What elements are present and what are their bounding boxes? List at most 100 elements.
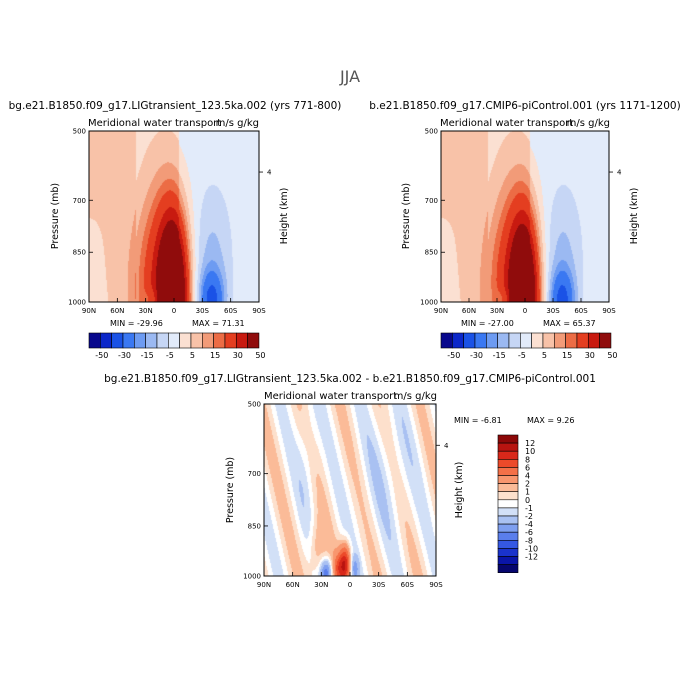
- panel-2-variable: Meridional water transport: [440, 118, 573, 129]
- colorbar-swatch: [179, 332, 192, 349]
- colorbar-swatch: [213, 332, 226, 349]
- panel-1-variable: Meridional water transport: [88, 118, 221, 129]
- panel-1-min: MIN = -29.96: [110, 319, 163, 328]
- contour-field: [89, 131, 259, 302]
- colorbar-label: 5: [542, 351, 547, 360]
- panel-1-field: [89, 131, 259, 302]
- colorbar-swatch: [247, 332, 260, 349]
- panel-3-xticks: 90N 60N 30N 0 30S 60S 90S: [257, 572, 443, 589]
- colorbar-swatch: [145, 332, 158, 349]
- x-tick-label: 0: [348, 581, 352, 589]
- panel-3-variable: Meridional water transport: [264, 391, 397, 402]
- panel-3-yticks: 500 700 850 1000: [243, 401, 268, 581]
- colorbar-swatch: [497, 483, 519, 493]
- colorbar-label: 12: [525, 439, 535, 448]
- colorbar-swatch: [497, 499, 519, 509]
- colorbar-swatch: [88, 332, 101, 349]
- panel-1-max: MAX = 71.31: [192, 319, 245, 328]
- colorbar-swatch: [168, 332, 180, 349]
- x-tick-label: 90N: [257, 581, 271, 589]
- y-tick-label: 850: [248, 522, 261, 530]
- colorbar-swatch: [486, 332, 498, 349]
- colorbar-swatch: [497, 548, 519, 557]
- panel-3-max: MAX = 9.26: [527, 416, 574, 425]
- panel-3-min: MIN = -6.81: [454, 416, 502, 425]
- colorbar-swatch: [463, 332, 476, 349]
- panel-2-xticks: 90N 60N 30N 0 30S 60S 90S: [434, 298, 616, 315]
- x-tick-label: 30S: [372, 581, 386, 589]
- y-tick-label: 1000: [420, 299, 438, 307]
- colorbar-swatch: [497, 442, 519, 452]
- colorbar-swatch: [587, 332, 600, 349]
- colorbar-swatch: [497, 450, 519, 460]
- x-tick-label: 60S: [574, 307, 588, 315]
- colorbar-label: -4: [525, 520, 533, 529]
- panel-2-title: b.e21.B1850.f09_g17.CMIP6-piControl.001 …: [369, 100, 680, 112]
- colorbar-swatch: [497, 556, 519, 565]
- panel-1-rticks: 4: [259, 169, 272, 177]
- colorbar-swatch: [508, 332, 521, 349]
- colorbar-swatch: [111, 332, 124, 349]
- x-tick-label: 30N: [314, 581, 328, 589]
- contour-field: [264, 404, 436, 576]
- y-tick-label: 500: [248, 401, 261, 409]
- colorbar-label: -50: [447, 351, 460, 360]
- panel-1-ylabel: Pressure (mb): [50, 183, 61, 249]
- panel-3-rticks: 4: [436, 442, 449, 450]
- colorbar-label: -50: [95, 351, 108, 360]
- colorbar-label: 30: [233, 351, 243, 360]
- height-tick-label: 4: [444, 442, 449, 450]
- colorbar-swatch: [542, 332, 555, 349]
- colorbar-swatch: [452, 332, 464, 349]
- x-tick-label: 30N: [490, 307, 504, 315]
- colorbar-swatch: [497, 515, 519, 525]
- colorbar-swatch: [224, 332, 237, 349]
- x-tick-label: 60N: [110, 307, 124, 315]
- colorbar-swatch: [497, 458, 519, 468]
- panel-3-ylabel-right: Height (km): [454, 462, 465, 519]
- colorbar-label: 0: [525, 496, 530, 505]
- contour-field: [441, 131, 609, 302]
- colorbar-swatch: [576, 332, 589, 349]
- colorbar-swatch: [497, 564, 519, 573]
- colorbar-swatch: [134, 332, 146, 349]
- colorbar-swatch: [497, 434, 519, 444]
- colorbar-label: -6: [525, 528, 533, 537]
- colorbar-swatch: [497, 523, 519, 533]
- colorbar-swatch: [531, 332, 544, 349]
- colorbar-swatch: [497, 332, 510, 349]
- colorbar-swatch: [520, 332, 532, 349]
- colorbar-swatch: [497, 467, 519, 476]
- colorbar-swatch: [565, 332, 578, 349]
- colorbar-label: 5: [190, 351, 195, 360]
- x-tick-label: 30N: [139, 307, 153, 315]
- colorbar-label: -1: [525, 504, 533, 513]
- colorbar-label: 10: [525, 447, 535, 456]
- height-tick-label: 4: [267, 169, 272, 177]
- y-tick-label: 700: [248, 470, 261, 478]
- panel-2-field: [441, 131, 609, 302]
- colorbar-label: -12: [525, 553, 538, 562]
- panel-1-yticks: 500 700 850 1000: [68, 128, 93, 307]
- colorbar-swatch: [599, 332, 612, 349]
- panel-1-ylabel-right: Height (km): [279, 188, 290, 245]
- y-tick-label: 850: [425, 249, 438, 257]
- colorbar-swatch: [497, 531, 519, 541]
- panel-1-units: m/s g/kg: [216, 118, 259, 129]
- colorbar-label: -10: [525, 544, 538, 553]
- colorbar-swatch: [202, 332, 214, 349]
- y-tick-label: 700: [73, 197, 86, 205]
- colorbar-label: -15: [141, 351, 154, 360]
- colorbar-label: -5: [518, 351, 526, 360]
- panel-1-xticks: 90N 60N 30N 0 30S 60S 90S: [82, 298, 266, 315]
- colorbar-swatch: [553, 332, 566, 349]
- panel-2-ylabel: Pressure (mb): [401, 183, 412, 249]
- y-tick-label: 1000: [68, 299, 86, 307]
- x-tick-label: 90S: [429, 581, 443, 589]
- panel-2: b.e21.B1850.f09_g17.CMIP6-piControl.001 …: [369, 100, 680, 360]
- colorbar-swatch: [497, 507, 519, 517]
- colorbar-label: -2: [525, 512, 533, 521]
- panel-2-min: MIN = -27.00: [461, 319, 514, 328]
- y-tick-label: 1000: [243, 573, 261, 581]
- panel-3-title: bg.e21.B1850.f09_g17.LIGtransient_123.5k…: [104, 373, 596, 385]
